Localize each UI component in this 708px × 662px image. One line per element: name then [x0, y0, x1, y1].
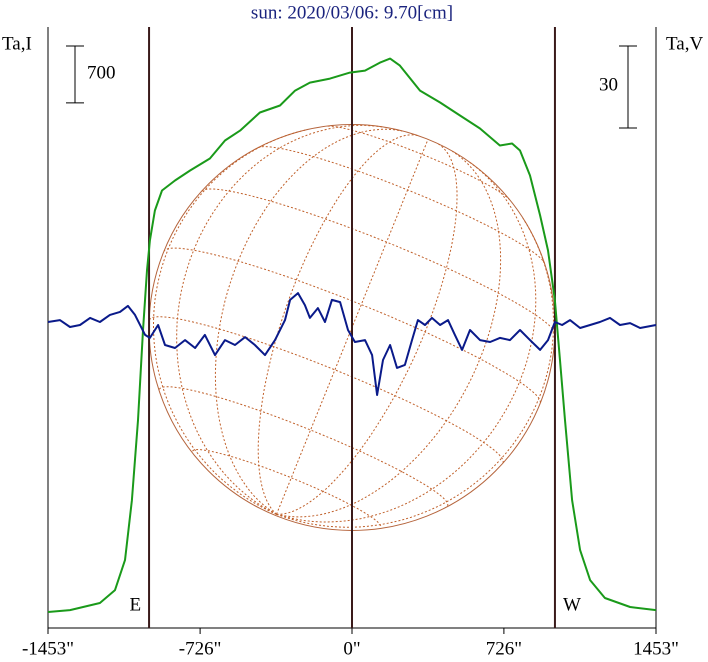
- globe-grid: [327, 125, 510, 200]
- globe-grid: [276, 139, 429, 515]
- limb-label: E: [129, 594, 141, 615]
- limb-label: W: [563, 594, 581, 615]
- chart-title: sun: 2020/03/06: 9.70[cm]: [251, 2, 453, 23]
- x-tick-label: -726": [179, 638, 222, 659]
- globe-grid: [276, 217, 555, 528]
- globe-grid: [276, 143, 458, 515]
- data-line: [47, 292, 657, 396]
- scale-bar-label: 700: [87, 62, 116, 83]
- y-axis-label: Ta,I: [2, 33, 32, 54]
- globe-grid: [214, 128, 403, 515]
- y2-axis-label: Ta,V: [666, 33, 703, 54]
- globe-grid: [176, 124, 384, 515]
- globe-grid: [148, 316, 504, 463]
- globe-grid: [276, 160, 537, 523]
- x-tick-label: -1453": [22, 638, 74, 659]
- scale-bar-label: 30: [599, 74, 618, 95]
- x-tick-label: 726": [486, 638, 522, 659]
- data-line: [47, 57, 657, 613]
- globe-grid: [257, 134, 418, 515]
- solar-globe: [148, 124, 556, 531]
- globe-grid: [201, 188, 556, 334]
- globe-grid: [153, 129, 306, 515]
- x-tick-label: 0": [343, 638, 360, 659]
- x-tick-label: 1453": [633, 638, 679, 659]
- globe-grid: [276, 150, 502, 518]
- globe-grid: [257, 146, 546, 264]
